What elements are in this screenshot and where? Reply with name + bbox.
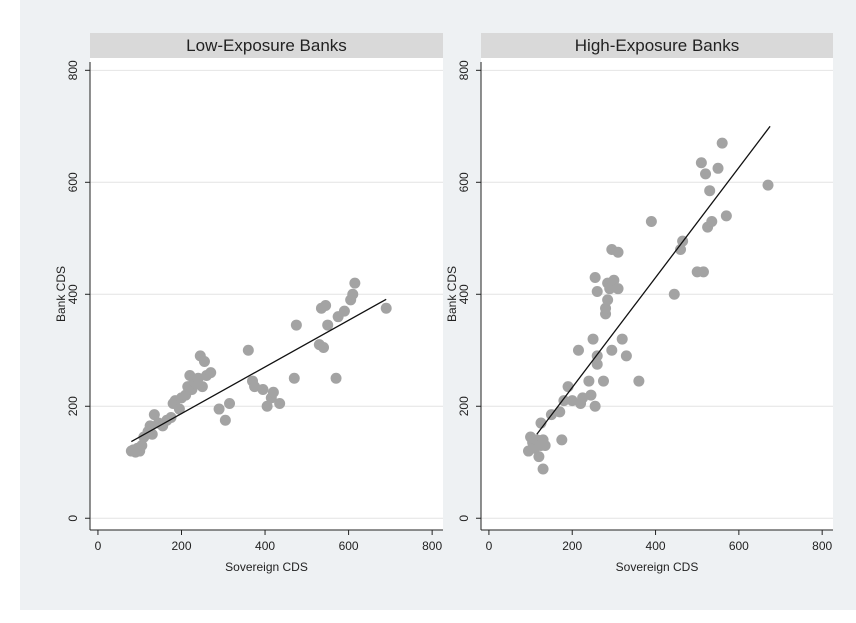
point	[589, 400, 601, 412]
point	[706, 215, 718, 227]
panel-header	[90, 33, 443, 58]
panel-title: Low-Exposure Banks	[186, 36, 347, 55]
point	[198, 355, 210, 367]
point	[347, 288, 359, 300]
y-axis-label: Bank CDS	[445, 266, 459, 322]
point	[591, 358, 603, 370]
point	[608, 274, 620, 286]
x-tick-label: 600	[339, 539, 359, 553]
point	[533, 451, 545, 463]
point	[712, 162, 724, 174]
point	[597, 375, 609, 387]
point	[144, 420, 156, 432]
point	[675, 243, 687, 255]
point	[249, 381, 261, 393]
point	[583, 375, 595, 387]
point	[645, 215, 657, 227]
point	[762, 179, 774, 191]
point	[585, 389, 597, 401]
point	[604, 283, 616, 295]
point	[700, 168, 712, 180]
point	[192, 372, 204, 384]
point	[290, 319, 302, 331]
point	[716, 137, 728, 149]
point	[668, 288, 680, 300]
point	[267, 386, 279, 398]
panel-header	[481, 33, 833, 58]
point	[219, 414, 231, 426]
x-tick-label: 600	[729, 539, 749, 553]
point	[633, 375, 645, 387]
point	[620, 350, 632, 362]
point	[338, 305, 350, 317]
point	[148, 409, 160, 421]
point	[558, 395, 570, 407]
y-tick-label: 200	[457, 396, 471, 416]
point	[318, 341, 330, 353]
x-tick-label: 800	[812, 539, 832, 553]
point	[242, 344, 254, 356]
y-tick-label: 800	[66, 60, 80, 80]
point	[322, 319, 334, 331]
x-tick-label: 0	[95, 539, 102, 553]
point	[380, 302, 392, 314]
point	[562, 381, 574, 393]
panel-title: High-Exposure Banks	[575, 36, 739, 55]
fit-line	[536, 125, 771, 435]
point	[572, 344, 584, 356]
point	[330, 372, 342, 384]
point	[612, 246, 624, 258]
x-tick-label: 0	[486, 539, 493, 553]
point	[612, 283, 624, 295]
point	[556, 434, 568, 446]
point	[136, 439, 148, 451]
point	[591, 285, 603, 297]
x-tick-label: 200	[171, 539, 191, 553]
y-tick-label: 800	[457, 60, 471, 80]
point	[173, 403, 185, 415]
x-axis-label: Sovereign CDS	[616, 560, 699, 574]
point	[616, 333, 628, 345]
x-tick-label: 400	[255, 539, 275, 553]
point	[720, 210, 732, 222]
point	[537, 463, 549, 475]
point	[224, 397, 236, 409]
point	[274, 397, 286, 409]
point	[554, 406, 566, 418]
point	[261, 400, 273, 412]
point	[704, 185, 716, 197]
y-tick-label: 600	[66, 172, 80, 192]
point	[577, 392, 589, 404]
point	[695, 157, 707, 169]
point	[205, 367, 217, 379]
fit-line	[131, 298, 387, 443]
x-tick-label: 800	[422, 539, 442, 553]
point	[589, 271, 601, 283]
y-tick-label: 0	[457, 515, 471, 522]
point	[257, 383, 269, 395]
point	[606, 344, 618, 356]
x-tick-label: 400	[646, 539, 666, 553]
point	[320, 299, 332, 311]
point	[288, 372, 300, 384]
point	[587, 333, 599, 345]
point	[349, 277, 361, 289]
y-tick-label: 400	[66, 284, 80, 304]
point	[566, 395, 578, 407]
point	[196, 381, 208, 393]
y-tick-label: 0	[66, 515, 80, 522]
y-tick-label: 600	[457, 172, 471, 192]
point	[600, 302, 612, 314]
point	[697, 266, 709, 278]
point	[213, 403, 225, 415]
x-tick-label: 200	[562, 539, 582, 553]
point	[602, 294, 614, 306]
x-axis-label: Sovereign CDS	[225, 560, 308, 574]
point	[539, 439, 551, 451]
y-axis-label: Bank CDS	[54, 266, 68, 322]
y-tick-label: 400	[457, 284, 471, 304]
y-tick-label: 200	[66, 396, 80, 416]
